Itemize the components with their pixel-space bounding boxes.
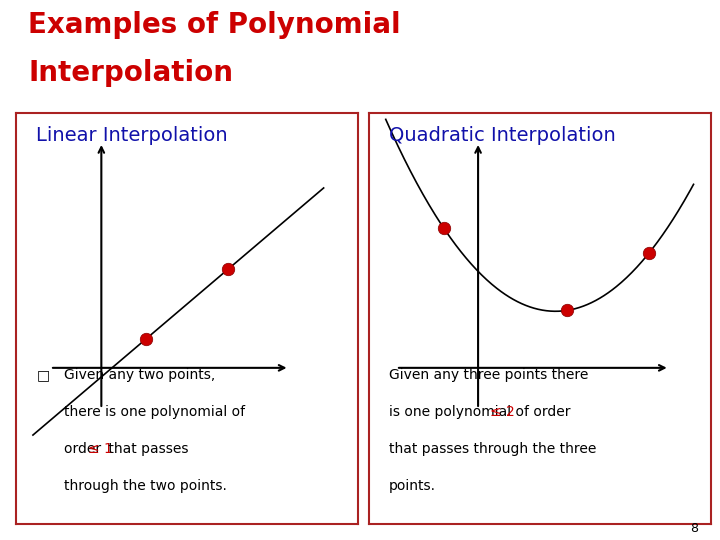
Text: ≤ 1: ≤ 1 (89, 442, 113, 456)
Text: 8: 8 (690, 522, 698, 535)
Text: Examples of Polynomial: Examples of Polynomial (28, 10, 401, 38)
Text: through the two points.: through the two points. (63, 478, 227, 492)
Text: order: order (63, 442, 105, 456)
Text: Interpolation: Interpolation (28, 59, 233, 87)
Text: that passes through the three: that passes through the three (389, 442, 597, 456)
Text: ≤ 2: ≤ 2 (490, 405, 515, 419)
Text: Given any two points,: Given any two points, (63, 368, 215, 382)
Text: Given any three points there: Given any three points there (389, 368, 588, 382)
Text: □: □ (36, 368, 50, 382)
Text: points.: points. (389, 478, 436, 492)
Text: Linear Interpolation: Linear Interpolation (36, 126, 228, 145)
Text: Quadratic Interpolation: Quadratic Interpolation (389, 126, 616, 145)
Text: that passes: that passes (104, 442, 189, 456)
Text: there is one polynomial of: there is one polynomial of (63, 405, 245, 419)
Text: is one polynomial of order: is one polynomial of order (389, 405, 575, 419)
